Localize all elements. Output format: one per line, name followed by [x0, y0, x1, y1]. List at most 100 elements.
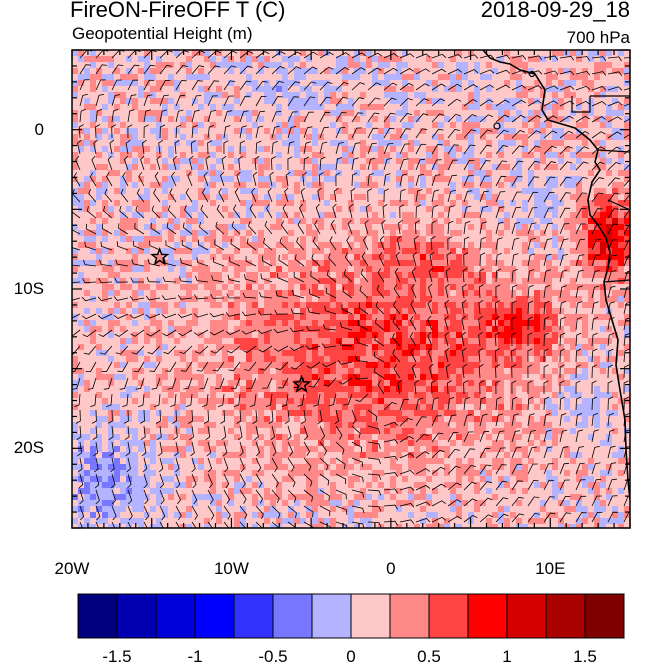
wind-barb — [323, 377, 337, 387]
wind-barb — [111, 489, 116, 505]
wind-barb — [189, 425, 194, 441]
wind-barb — [273, 328, 289, 334]
wind-barb — [319, 96, 332, 107]
wind-barb — [231, 221, 241, 235]
wind-barb — [591, 192, 604, 203]
wind-barb — [289, 327, 305, 333]
wind-barb — [287, 505, 297, 518]
wind-barb — [559, 285, 567, 299]
wind-barb — [543, 115, 558, 123]
wind-barb — [233, 393, 241, 408]
wind-barb — [607, 56, 622, 62]
wind-barb — [117, 361, 129, 372]
wind-barb — [191, 505, 198, 520]
wind-barb — [303, 66, 318, 75]
wind-barb — [297, 220, 305, 235]
colorbar-label: 0 — [346, 647, 356, 666]
wind-barb — [242, 292, 257, 299]
wind-barb — [335, 505, 348, 515]
wind-barb — [126, 457, 131, 473]
wind-barb — [447, 189, 456, 203]
wind-barb — [377, 380, 385, 395]
wind-barb — [319, 156, 326, 171]
wind-barb — [207, 140, 213, 155]
wind-barb — [344, 252, 353, 267]
wind-barb — [543, 176, 556, 187]
wind-barb — [575, 176, 588, 187]
wind-barb — [527, 413, 535, 427]
wind-barb — [463, 99, 478, 107]
wind-barb — [591, 412, 599, 427]
wind-barb — [392, 333, 401, 347]
wind-barb — [495, 69, 511, 75]
wind-barb — [607, 396, 614, 411]
wind-barb — [575, 269, 584, 283]
wind-barb — [479, 221, 488, 235]
wind-barb — [415, 484, 431, 491]
wind-barb — [367, 52, 383, 59]
wind-barb — [415, 468, 431, 475]
wind-barb — [93, 139, 98, 155]
wind-barb — [74, 393, 81, 408]
wind-barb — [321, 343, 337, 349]
wind-barb — [447, 83, 462, 91]
wind-barb — [143, 473, 148, 489]
wind-barb — [223, 50, 238, 59]
colorbar-label: -1 — [187, 647, 203, 666]
wind-barb — [351, 521, 365, 528]
wind-barb — [275, 361, 289, 371]
wind-barb — [122, 393, 129, 408]
wind-barb — [367, 425, 380, 434]
wind-barb — [431, 466, 446, 475]
wind-barb — [414, 379, 420, 395]
wind-barb — [303, 489, 314, 502]
wind-barb — [395, 251, 401, 267]
wind-barb — [511, 332, 517, 347]
wind-barb — [207, 95, 218, 107]
wind-barb — [399, 68, 414, 75]
wind-barb — [135, 205, 145, 219]
wind-barb — [393, 364, 401, 379]
wind-barb — [82, 278, 97, 284]
wind-barb — [527, 115, 542, 123]
wind-barb — [575, 413, 583, 427]
wind-barb — [271, 51, 286, 59]
wind-barb — [87, 377, 97, 390]
wind-barb — [479, 114, 494, 123]
wind-barb — [271, 473, 279, 488]
wind-barb — [559, 130, 574, 139]
wind-barb — [361, 252, 369, 267]
wind-barb — [527, 430, 536, 443]
wind-barb — [379, 235, 385, 251]
wind-barb — [328, 393, 337, 407]
wind-barb — [249, 393, 257, 407]
wind-barb — [115, 259, 129, 267]
wind-barb — [159, 94, 169, 107]
wind-barb — [89, 172, 97, 187]
wind-barb — [127, 473, 132, 489]
wind-barb — [427, 299, 433, 315]
wind-barb — [191, 109, 200, 123]
wind-barb — [170, 393, 177, 408]
wind-barb — [559, 115, 574, 123]
wind-barb — [254, 156, 260, 171]
wind-barb — [245, 256, 257, 267]
wind-barb — [251, 187, 257, 203]
wind-barb — [463, 515, 478, 523]
wind-barb — [151, 205, 161, 219]
colorbar-label: 0.5 — [417, 647, 441, 666]
wind-barb — [195, 345, 209, 354]
wind-barb — [445, 267, 451, 283]
wind-barb — [543, 413, 551, 427]
wind-barb — [591, 479, 602, 491]
wind-barb — [559, 223, 570, 235]
wind-barb — [607, 146, 622, 155]
wind-barb — [431, 516, 447, 523]
wind-barb — [559, 301, 567, 315]
wind-barb — [149, 240, 161, 251]
wind-barb — [159, 505, 166, 521]
wind-barb — [444, 299, 450, 315]
wind-barb — [494, 332, 500, 347]
wind-barb — [575, 396, 582, 411]
wind-barb — [265, 393, 273, 407]
